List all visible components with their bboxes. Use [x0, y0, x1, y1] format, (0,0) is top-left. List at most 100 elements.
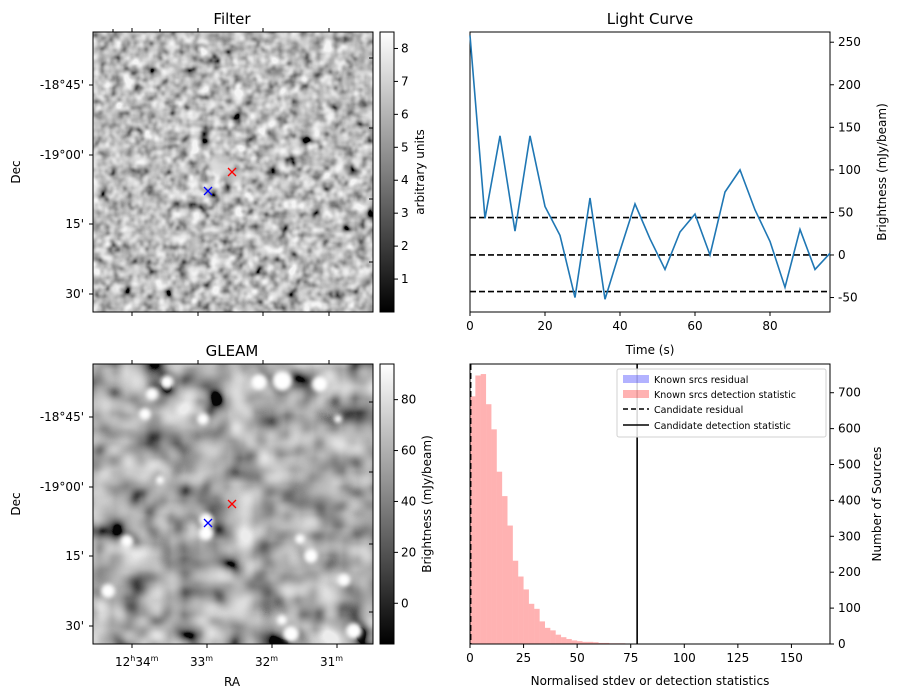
histogram-axes-frame: [469, 363, 831, 645]
histogram-xtick-label-0: 0: [466, 651, 474, 665]
lightcurve-xtick-label-1: 20: [537, 319, 552, 333]
gleam-source-15: [277, 615, 287, 625]
filter-ytick-label-2: 15': [65, 217, 84, 231]
filter-cbtick-label-3: 4: [401, 173, 409, 187]
histogram-bar-15: [550, 630, 556, 644]
filter-source-blob: [210, 156, 240, 183]
lightcurve-xtick-label-4: 80: [762, 319, 777, 333]
filter-colorbar-label: arbitrary units: [413, 129, 427, 215]
histogram-bar-18: [566, 638, 572, 644]
gleam-xtick-label-3: 31m: [320, 654, 343, 669]
lightcurve-ytick-label-0: -50: [838, 291, 858, 305]
histogram-xtick-label-5: 125: [726, 651, 749, 665]
histogram-xtick-label-2: 50: [570, 651, 585, 665]
histogram-bar-9: [518, 576, 524, 644]
gleam-xtick-label-2: 32m: [255, 654, 278, 669]
gleam-source-12: [101, 584, 115, 598]
lightcurve-ytick-label-4: 150: [838, 120, 861, 134]
gleam-colorbar-ticks: 0 20 40 60 80: [394, 393, 416, 610]
legend-label-known-residual: Known srcs residual: [654, 375, 748, 386]
gleam-cbtick-label-0: 0: [401, 596, 409, 610]
histogram-bar-1: [475, 375, 481, 644]
histogram-ytick-label-5: 500: [838, 458, 861, 472]
lightcurve-series-line: [469, 35, 831, 300]
gleam-source-4: [251, 374, 267, 390]
gleam-source-1: [146, 388, 158, 400]
histogram-bar-11: [528, 603, 535, 644]
filter-cbtick-label-4: 5: [401, 140, 409, 154]
gleam-xtick-label-1: 33m: [190, 654, 213, 669]
lightcurve-ylabel: Brightness (mJy/beam): [875, 103, 889, 241]
histogram-bar-5: [496, 471, 503, 644]
lightcurve-panel: Light Curve 0 20 40 60 80 -50 0 50 100 150 200 250…: [466, 10, 889, 357]
histogram-bar-19: [571, 640, 578, 644]
gleam-source-6: [312, 376, 328, 392]
gleam-source-2: [139, 408, 151, 420]
gleam-title: GLEAM: [206, 342, 259, 360]
gleam-cbtick-label-4: 80: [401, 393, 416, 407]
histogram-bar-25: [603, 642, 610, 644]
gleam-minor-ticks: [131, 360, 373, 613]
gleam-source-11: [304, 549, 318, 563]
gleam-marker-red-cross: [227, 499, 237, 509]
lightcurve-xtick-label-0: 0: [466, 319, 474, 333]
histogram-bar-13: [539, 621, 545, 644]
gleam-source-18: [156, 476, 164, 484]
histogram-ytick-label-6: 600: [838, 422, 861, 436]
legend-label-candidate-detection: Candidate detection statistic: [654, 421, 791, 432]
gleam-panel: GLEAM -18°45' -19°00' 15' 30' 12h34m 33m 32m 3…: [9, 342, 434, 689]
histogram-bar-4: [491, 429, 497, 644]
histogram-bar-7: [507, 525, 513, 644]
filter-markers: [203, 167, 237, 196]
gleam-cbtick-label-2: 40: [401, 494, 416, 508]
gleam-source-14: [346, 623, 362, 639]
filter-panel: Filter -18°45' -19°00' 15' 30' Dec 1 2 3 4 5 6 7 8…: [9, 10, 427, 316]
filter-cbtick-label-2: 3: [401, 206, 409, 220]
histogram-bar-17: [561, 637, 567, 644]
histogram-bar-12: [534, 608, 540, 644]
lightcurve-xlabel: Time (s): [625, 343, 675, 357]
histogram-ytick-label-0: 0: [838, 637, 846, 651]
histogram-xlabel: Normalised stdev or detection statistics: [531, 674, 770, 688]
filter-y-ticks: -18°45' -19°00' 15' 30': [40, 78, 93, 301]
lightcurve-xtick-label-3: 60: [687, 319, 702, 333]
filter-x-ticks: [112, 28, 373, 316]
gleam-source-16: [338, 574, 350, 586]
filter-ytick-label-3: 30': [65, 287, 84, 301]
histogram-bar-21: [582, 641, 588, 644]
legend-frame: [616, 368, 827, 438]
histogram-x-ticks: 0 25 50 75 100 125 150: [466, 644, 803, 665]
histogram-bar-22: [587, 641, 594, 644]
histogram-bar-16: [555, 634, 562, 644]
filter-cbtick-label-7: 8: [401, 41, 409, 55]
histogram-ytick-label-1: 100: [838, 601, 861, 615]
lightcurve-ytick-label-2: 50: [838, 205, 853, 219]
gleam-colorbar: [379, 363, 395, 645]
gleam-source-8: [199, 526, 213, 540]
gleam-axes-frame: [92, 363, 374, 645]
histogram-xtick-label-4: 100: [673, 651, 696, 665]
filter-title: Filter: [213, 10, 251, 28]
histogram-bar-0: [470, 396, 476, 644]
gleam-source-9: [121, 535, 133, 547]
histogram-panel: 0 25 50 75 100 125 150 0100200300400500600700 …: [466, 363, 884, 688]
gleam-ytick-label-3: 30': [65, 619, 84, 633]
gleam-source-13: [283, 626, 299, 642]
lightcurve-title: Light Curve: [607, 10, 693, 28]
filter-marker-blue-cross: [203, 186, 213, 196]
lightcurve-ytick-label-5: 200: [838, 78, 861, 92]
filter-ytick-label-1: -19°00': [40, 148, 84, 162]
histogram-ytick-label-3: 300: [838, 529, 861, 543]
gleam-source-5: [272, 371, 292, 391]
gleam-source-17: [334, 415, 342, 423]
legend-label-known-detection: Known srcs detection statistic: [654, 390, 796, 401]
filter-cbtick-label-0: 1: [401, 272, 409, 286]
histogram-xtick-label-6: 150: [780, 651, 803, 665]
gleam-image-noise: [93, 364, 373, 644]
lightcurve-y-ticks: -50 0 50 100 150 200 250: [830, 35, 861, 305]
histogram-bar-8: [512, 560, 519, 644]
histogram-bar-3: [486, 404, 492, 644]
filter-colorbar: [379, 31, 395, 313]
histogram-xtick-label-1: 25: [516, 651, 531, 665]
gleam-cbtick-label-1: 20: [401, 545, 416, 559]
